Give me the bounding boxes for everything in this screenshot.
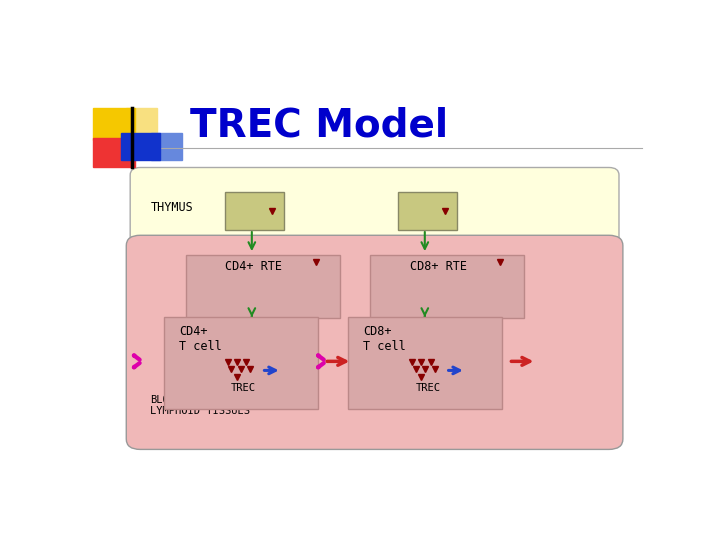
Text: THYMUS: THYMUS [150, 201, 193, 214]
FancyBboxPatch shape [130, 167, 619, 247]
FancyBboxPatch shape [370, 255, 524, 318]
Text: TREC Model: TREC Model [190, 106, 449, 144]
Text: TREC: TREC [231, 383, 256, 393]
Bar [93, 138, 135, 167]
Text: CD8+ RTE: CD8+ RTE [410, 260, 467, 273]
Text: CD4+
T cell: CD4+ T cell [179, 325, 222, 353]
Text: BLOOD/
LYMPHOID TISSUES: BLOOD/ LYMPHOID TISSUES [150, 395, 251, 416]
FancyBboxPatch shape [348, 317, 502, 409]
FancyBboxPatch shape [126, 235, 623, 449]
Bar [151, 133, 182, 160]
Bar [126, 109, 157, 140]
Bar [121, 133, 160, 160]
FancyBboxPatch shape [398, 192, 457, 230]
FancyBboxPatch shape [163, 317, 318, 409]
Text: SP8: SP8 [410, 205, 432, 218]
Text: CD8+
T cell: CD8+ T cell [364, 325, 406, 353]
Text: SP4: SP4 [237, 205, 259, 218]
Text: TREC: TREC [415, 383, 441, 393]
Bar [93, 109, 135, 140]
Text: CD4+ RTE: CD4+ RTE [225, 260, 282, 273]
FancyBboxPatch shape [186, 255, 340, 318]
FancyBboxPatch shape [225, 192, 284, 230]
